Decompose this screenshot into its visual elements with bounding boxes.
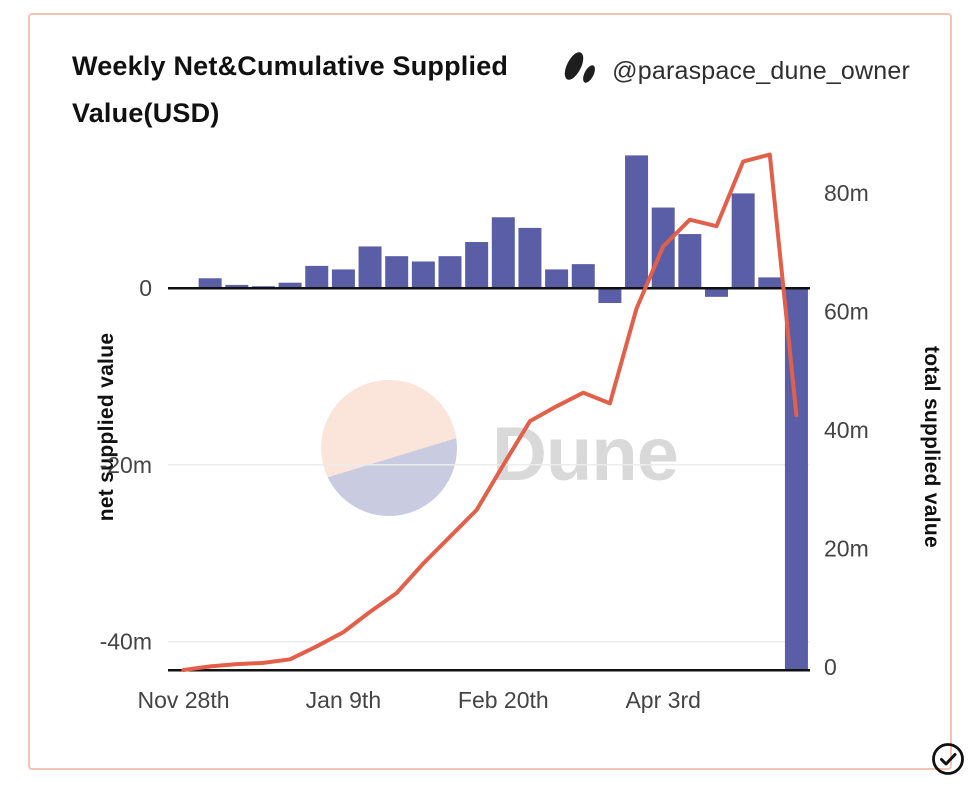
right-axis-tick-label: 40m bbox=[824, 417, 869, 443]
bar-net-supplied-week-14 bbox=[545, 269, 569, 288]
bar-net-supplied-week-6 bbox=[331, 269, 355, 288]
page-title: Weekly Net&Cumulative Supplied Value(USD… bbox=[72, 51, 509, 128]
bar-net-supplied-week-8 bbox=[385, 256, 409, 288]
bar-net-supplied-week-19 bbox=[678, 234, 702, 288]
right-axis-tick-label: 0 bbox=[824, 654, 837, 680]
right-axis-tick-label: 80m bbox=[824, 180, 869, 206]
author-attribution[interactable]: @paraspace_dune_owner bbox=[561, 51, 910, 92]
bar-net-supplied-week-23 bbox=[784, 288, 808, 670]
check-circle-icon[interactable] bbox=[931, 742, 965, 776]
bar-net-supplied-week-5 bbox=[305, 265, 329, 288]
bar-net-supplied-week-22 bbox=[758, 277, 782, 288]
bar-net-supplied-week-20 bbox=[705, 288, 728, 297]
bar-net-supplied-week-15 bbox=[571, 264, 595, 288]
right-axis-tick-label: 20m bbox=[824, 536, 869, 562]
bar-net-supplied-week-17 bbox=[625, 155, 649, 288]
dune-watermark-text: Dune bbox=[492, 412, 679, 497]
left-axis-tick-label: -20m bbox=[100, 452, 152, 478]
bar-net-supplied-week-13 bbox=[518, 227, 542, 288]
bar-net-supplied-week-9 bbox=[411, 261, 435, 288]
cumulative-total-supplied-line bbox=[181, 152, 799, 672]
left-axis-tick-label: -40m bbox=[100, 629, 152, 655]
bar-net-supplied-week-4 bbox=[278, 282, 302, 288]
left-axis-tick-label: 0 bbox=[139, 275, 152, 301]
author-handle[interactable]: @paraspace_dune_owner bbox=[612, 57, 910, 85]
right-axis-tick-label: 60m bbox=[824, 299, 869, 325]
bar-net-supplied-week-10 bbox=[438, 256, 462, 288]
bar-net-supplied-week-7 bbox=[358, 246, 382, 288]
dune-logo-icon bbox=[561, 51, 599, 92]
bar-net-supplied-week-16 bbox=[598, 288, 622, 304]
x-axis-tick-label: Jan 9th bbox=[306, 687, 381, 713]
x-axis-tick-label: Apr 3rd bbox=[625, 687, 700, 713]
bar-net-supplied-week-1 bbox=[198, 278, 222, 288]
bar-net-supplied-week-11 bbox=[465, 242, 489, 288]
bar-net-supplied-week-12 bbox=[491, 217, 515, 288]
dune-watermark-circle-logo bbox=[321, 380, 457, 516]
x-axis-tick-label: Nov 28th bbox=[137, 687, 229, 713]
bar-net-supplied-week-2 bbox=[225, 284, 249, 288]
x-axis-tick-label: Feb 20th bbox=[458, 687, 549, 713]
bar-net-supplied-week-21 bbox=[731, 193, 755, 288]
